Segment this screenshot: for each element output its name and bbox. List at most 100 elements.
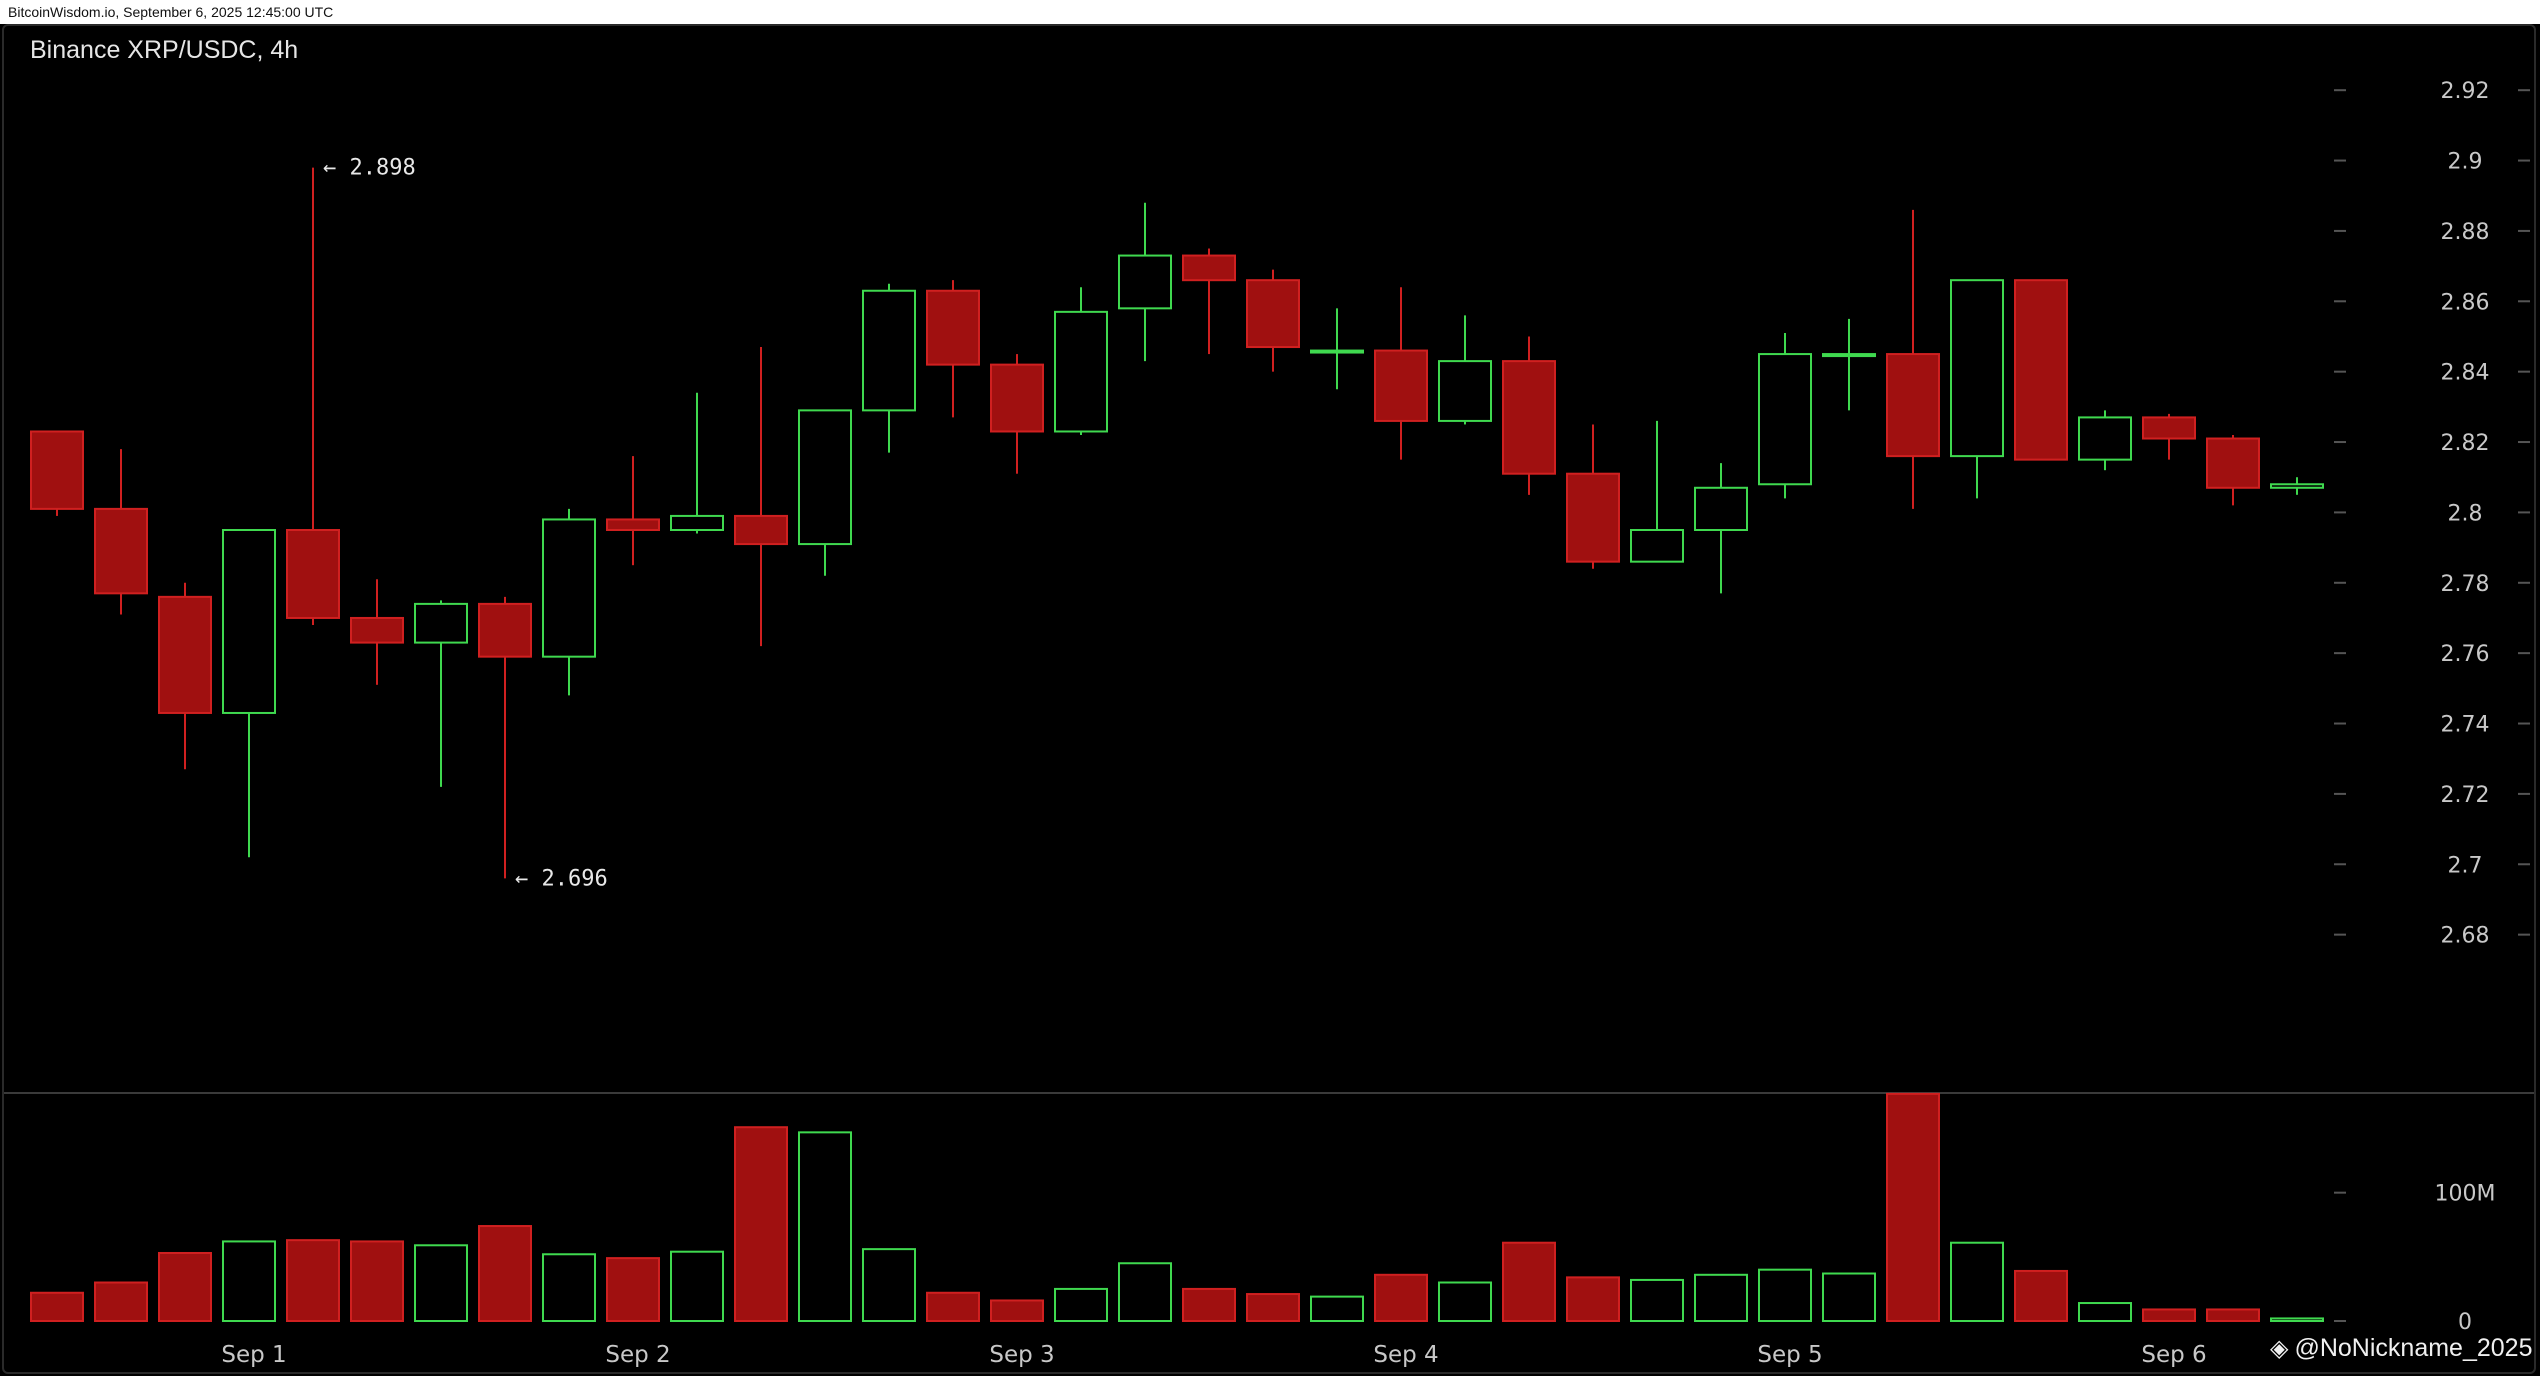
chart-frame (2, 24, 2536, 1374)
candle-body (1502, 360, 1556, 475)
candle-body (1758, 353, 1812, 486)
candle-body (1374, 349, 1428, 422)
price-tick-label: 2.68 (2441, 924, 2490, 949)
volume-axis: 0 100M (2334, 1182, 2495, 1335)
price-tick-label: 2.72 (2441, 783, 2490, 808)
price-tick-label: 2.88 (2441, 220, 2490, 245)
candle-body (2142, 416, 2196, 440)
volume-bar (1118, 1262, 1172, 1322)
volume-bar (478, 1225, 532, 1322)
volume-bar (1886, 1092, 1940, 1322)
price-tick-label: 2.8 (2448, 501, 2483, 526)
volume-bar (1182, 1287, 1236, 1322)
price-tick-label: 2.76 (2441, 642, 2490, 667)
price-tick-label: 2.84 (2441, 361, 2490, 386)
volume-bar (414, 1244, 468, 1322)
price-extreme-label: ← 2.898 (323, 156, 416, 181)
candle-body (286, 529, 340, 619)
volume-bar (2078, 1302, 2132, 1322)
source-timestamp: BitcoinWisdom.io, September 6, 2025 12:4… (8, 4, 334, 20)
candle-body (414, 602, 468, 644)
price-annotations: ← 2.898 ← 2.696 (323, 156, 608, 892)
volume-bar (1566, 1276, 1620, 1323)
volume-bar (862, 1248, 916, 1322)
volume-bar (1310, 1295, 1364, 1323)
candle-body (2206, 437, 2260, 489)
time-tick-label: Sep 3 (989, 1342, 1054, 1368)
candle-body (1630, 529, 1684, 563)
source-header-bar: BitcoinWisdom.io, September 6, 2025 12:4… (0, 0, 2540, 24)
time-tick-label: Sep 4 (1373, 1342, 1438, 1368)
candle-body (94, 507, 148, 595)
chart-title: Binance XRP/USDC, 4h (30, 36, 299, 64)
candle-body (798, 409, 852, 546)
volume-bar (1694, 1273, 1748, 1323)
volume-bar (670, 1250, 724, 1322)
volume-tick-label: 100M (2435, 1182, 2496, 1207)
candle-body (2270, 483, 2324, 489)
price-extreme-label: ← 2.696 (515, 866, 608, 891)
candle-body (542, 518, 596, 658)
volume-tick-label: 0 (2458, 1310, 2472, 1335)
volume-bar (1438, 1281, 1492, 1322)
candle-body (1566, 472, 1620, 563)
volume-bar (542, 1253, 596, 1323)
volume-bar (1246, 1293, 1300, 1323)
volume-bar (222, 1240, 276, 1323)
volume-bar (734, 1126, 788, 1323)
volume-bar (990, 1299, 1044, 1323)
candle-body (1246, 279, 1300, 349)
volume-bar (926, 1291, 980, 1323)
volume-bar (1374, 1273, 1428, 1323)
volume-bars (30, 1092, 2324, 1323)
candle-body (2078, 416, 2132, 461)
candle-body (1950, 279, 2004, 458)
volume-bar (1950, 1241, 2004, 1323)
candle-body (1886, 353, 1940, 458)
time-tick-label: Sep 6 (2141, 1342, 2206, 1368)
candle-body (1182, 254, 1236, 282)
volume-bar (2270, 1317, 2324, 1323)
volume-bar (798, 1131, 852, 1322)
price-tick-label: 2.78 (2441, 572, 2490, 597)
volume-bar (1822, 1272, 1876, 1323)
price-tick-label: 2.86 (2441, 290, 2490, 315)
time-axis: Sep 1 Sep 2 Sep 3 Sep 4 Sep 5 Sep 6 (221, 1342, 2206, 1368)
candle-body (926, 289, 980, 366)
volume-bar (158, 1251, 212, 1322)
volume-bar (1758, 1268, 1812, 1322)
candle-body (1118, 254, 1172, 310)
time-tick-label: Sep 5 (1757, 1342, 1822, 1368)
candle-body (862, 289, 916, 412)
time-tick-label: Sep 2 (605, 1342, 670, 1368)
watermark-text: @NoNickname_2025 (2294, 1334, 2533, 1362)
volume-bar (1630, 1278, 1684, 1323)
price-tick-label: 2.92 (2441, 79, 2490, 104)
time-tick-label: Sep 1 (221, 1342, 286, 1368)
volume-bar (1502, 1241, 1556, 1323)
candle-body (670, 514, 724, 531)
candle-body (478, 602, 532, 658)
candle-body (222, 529, 276, 714)
candle-body (606, 518, 660, 532)
volume-bar (2014, 1269, 2068, 1322)
candle-body (1054, 310, 1108, 433)
volume-bar (2142, 1308, 2196, 1322)
price-tick-label: 2.7 (2448, 853, 2483, 878)
volume-bar (286, 1239, 340, 1323)
candle-body (734, 514, 788, 546)
watermark: ◈ @NoNickname_2025 (2270, 1334, 2532, 1363)
candle-body (1694, 486, 1748, 531)
volume-bar (94, 1281, 148, 1322)
price-tick-label: 2.74 (2441, 713, 2490, 738)
candles (30, 167, 2324, 879)
price-tick-label: 2.82 (2441, 431, 2490, 456)
volume-bar (30, 1291, 84, 1323)
candle-body (1310, 349, 1364, 354)
price-tick-label: 2.9 (2448, 150, 2483, 175)
candle-body (1438, 360, 1492, 422)
candle-body (158, 595, 212, 714)
candle-body (350, 616, 404, 644)
volume-bar (606, 1257, 660, 1323)
